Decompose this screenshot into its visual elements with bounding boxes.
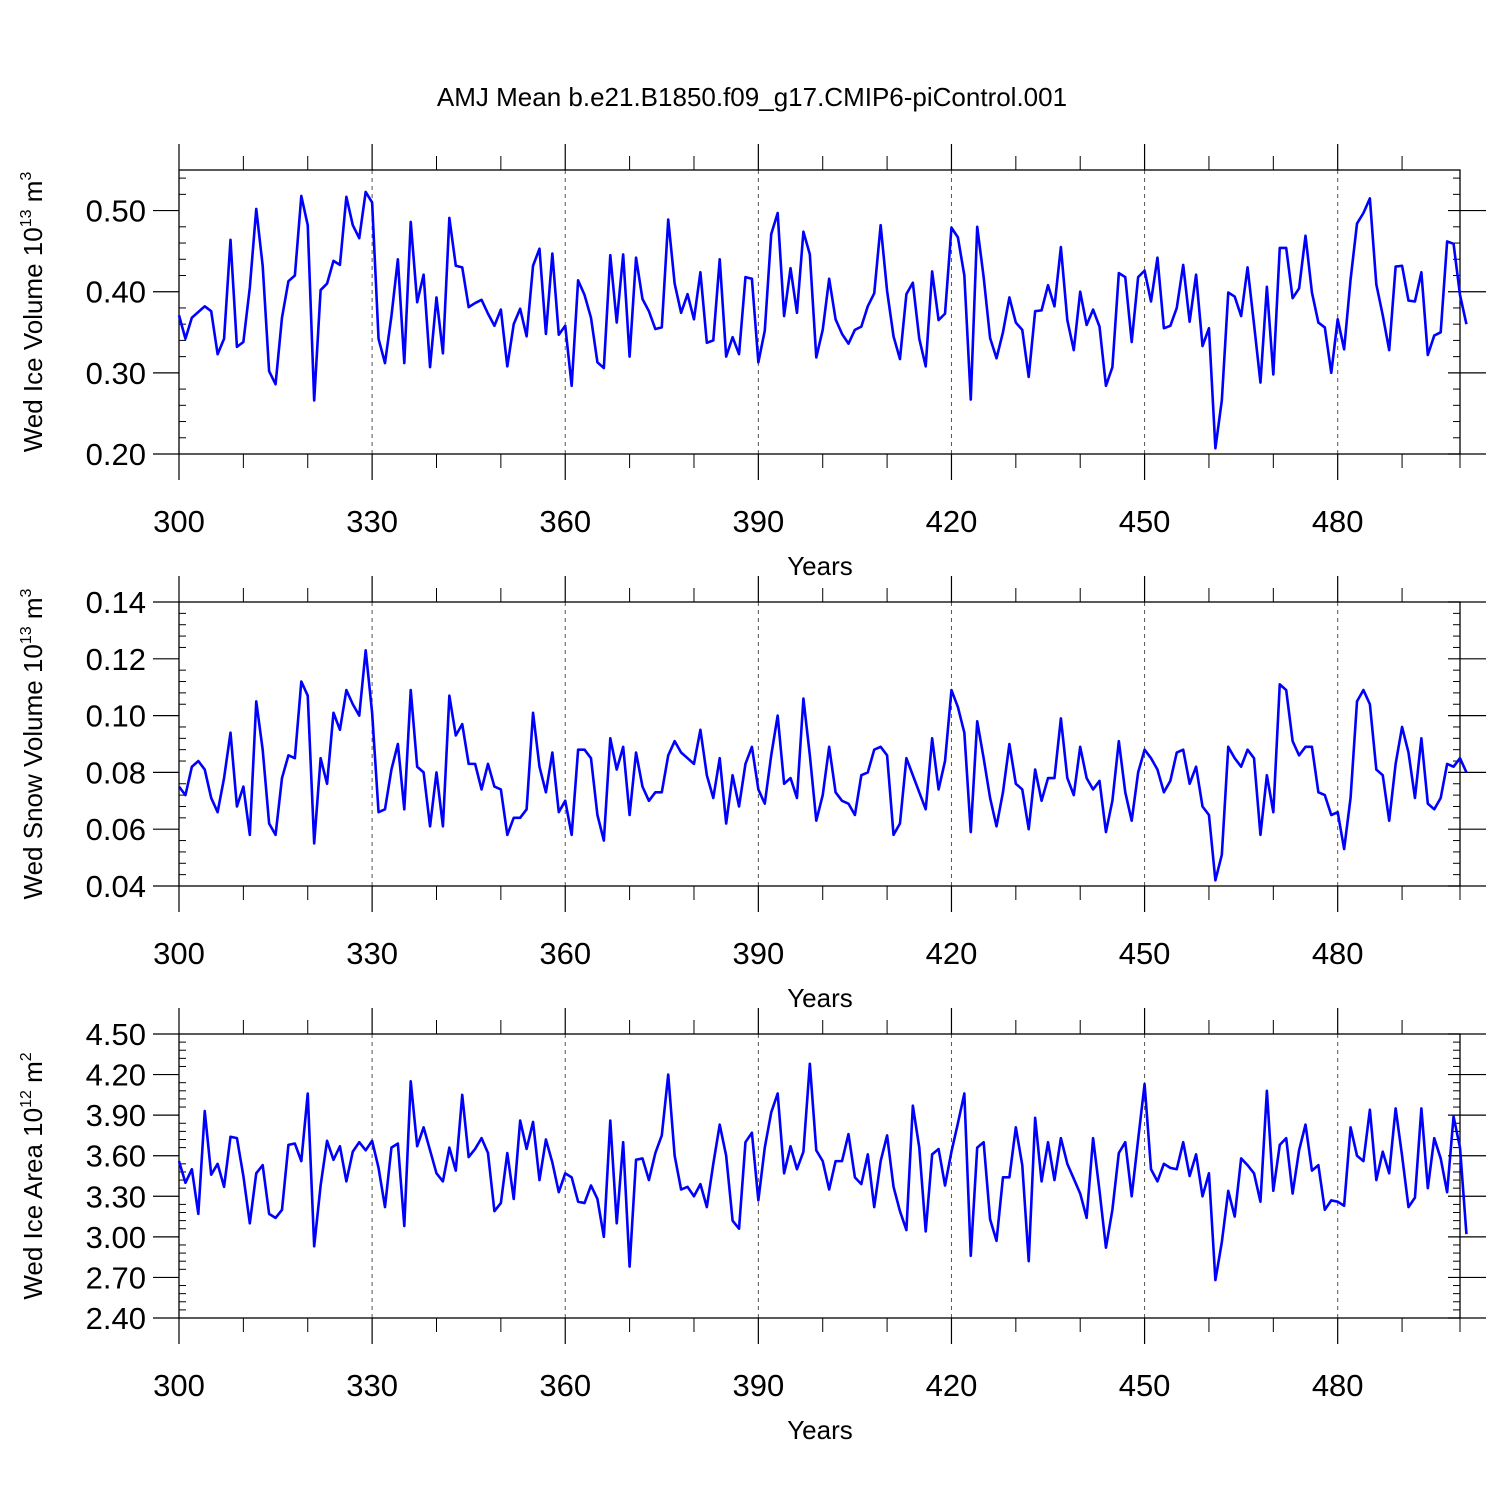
ice-area-xtick-label: 390 [732,1368,784,1403]
ice-area-xtick-label: 420 [926,1368,978,1403]
snow-volume-xtick-label: 300 [153,936,205,971]
ice-volume-xtick-label: 360 [539,504,591,539]
ice-area-ytick-label: 3.90 [86,1098,146,1133]
snow-volume-xtick-label: 330 [346,936,398,971]
ice-area-xtick-label: 300 [153,1368,205,1403]
panel-snow-volume: 0.04 0.06 0.08 0.10 0.12 0.14 300 330 360 390 420 4… [18,576,1486,1013]
ice-area-xtick-label: 360 [539,1368,591,1403]
snow-volume-xtick-label: 480 [1312,936,1364,971]
panel-ice-area: 2.40 2.70 3.00 3.30 3.60 3.90 4.20 4.50 300 330 36… [18,1008,1486,1445]
snow-volume-xtick-label: 450 [1119,936,1171,971]
ice-area-ylabel: Wed Ice Area 1012 m2 [18,1052,48,1299]
snow-volume-ytick-label: 0.04 [86,869,146,904]
ice-area-ytick-label: 2.70 [86,1260,146,1295]
ice-volume-series-line [177,190,1468,450]
ice-volume-ylabel: Wed Ice Volume 1013 m3 [18,172,48,453]
ice-volume-ytick-label: 0.50 [86,194,146,229]
snow-volume-plot-frame [178,601,1461,887]
ice-volume-xtick-label: 480 [1312,504,1364,539]
ice-volume-ytick-label: 0.20 [86,437,146,472]
snow-volume-ytick-label: 0.06 [86,812,146,847]
ice-area-ytick-label: 4.20 [86,1058,146,1093]
ice-volume-xtick-label: 450 [1119,504,1171,539]
snow-volume-series-line [177,648,1468,882]
ice-area-plot-frame [178,1033,1461,1319]
ice-volume-xlabel: Years [787,551,853,581]
snow-volume-xtick-label: 420 [926,936,978,971]
ice-area-ytick-label: 3.00 [86,1220,146,1255]
snow-volume-ytick-label: 0.12 [86,642,146,677]
ice-volume-plot-frame [178,169,1461,455]
ice-volume-ytick-label: 0.30 [86,356,146,391]
snow-volume-ytick-label: 0.08 [86,755,146,790]
snow-volume-xtick-label: 390 [732,936,784,971]
ice-volume-xtick-label: 420 [926,504,978,539]
snow-volume-ytick-label: 0.10 [86,699,146,734]
panel-ice-volume: 0.20 0.30 0.40 0.50 300 330 360 390 420 450 480 Yea… [18,144,1486,581]
ice-volume-xtick-label: 300 [153,504,205,539]
ice-area-ytick-label: 4.50 [86,1017,146,1052]
ice-area-xlabel: Years [787,1415,853,1445]
panels: 0.20 0.30 0.40 0.50 300 330 360 390 420 450 480 Yea… [18,144,1486,1445]
ice-area-xtick-label: 450 [1119,1368,1171,1403]
ice-area-series-line [177,1062,1468,1282]
ice-area-ytick-label: 3.60 [86,1139,146,1174]
snow-volume-xlabel: Years [787,983,853,1013]
ice-volume-xtick-label: 330 [346,504,398,539]
ice-area-ytick-label: 2.40 [86,1301,146,1336]
snow-volume-ylabel: Wed Snow Volume 1013 m3 [18,588,48,899]
ice-area-ytick-label: 3.30 [86,1179,146,1214]
chart-title: AMJ Mean b.e21.B1850.f09_g17.CMIP6-piCon… [437,82,1067,112]
snow-volume-ytick-label: 0.14 [86,585,146,620]
snow-volume-xtick-label: 360 [539,936,591,971]
ice-area-xtick-label: 480 [1312,1368,1364,1403]
ice-area-xtick-label: 330 [346,1368,398,1403]
ice-volume-xtick-label: 390 [732,504,784,539]
ice-volume-ytick-label: 0.40 [86,275,146,310]
